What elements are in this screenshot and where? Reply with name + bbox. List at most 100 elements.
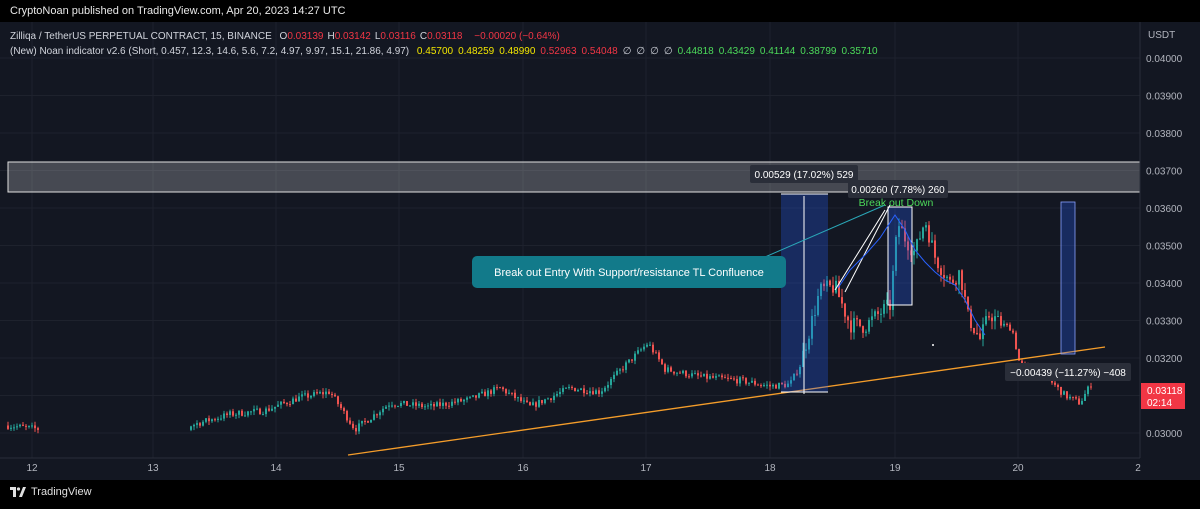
- tradingview-logo[interactable]: TradingView: [10, 486, 92, 498]
- candle-body: [415, 402, 417, 406]
- candle: [931, 232, 933, 244]
- candle: [775, 383, 777, 389]
- candle-body: [31, 425, 33, 427]
- candle-body: [715, 376, 717, 378]
- candle-body: [421, 403, 423, 408]
- measure-label-1[interactable]: 0.00529 (17.02%) 529: [750, 165, 858, 183]
- price-tick-label: 0.03300: [1146, 317, 1183, 328]
- candle: [649, 341, 651, 346]
- candle: [997, 310, 999, 318]
- candle-body: [1012, 330, 1014, 333]
- candle: [961, 269, 963, 298]
- currency-label[interactable]: USDT: [1148, 30, 1176, 41]
- candle-body: [292, 398, 294, 405]
- candle-body: [916, 239, 918, 251]
- time-tick-label: 18: [764, 463, 776, 474]
- candle-body: [418, 403, 420, 406]
- time-axis[interactable]: 12 13 14 15 16 17 18 19 20 2: [26, 463, 1141, 474]
- candle: [301, 390, 303, 401]
- candle: [502, 386, 504, 392]
- candle: [760, 383, 762, 388]
- candle: [940, 265, 942, 282]
- candle-body: [436, 402, 438, 407]
- candle: [193, 423, 195, 431]
- candle: [610, 376, 612, 389]
- candle: [919, 231, 921, 241]
- candle-body: [592, 391, 594, 395]
- measure-box-3[interactable]: [1060, 201, 1076, 355]
- candle-body: [274, 406, 276, 409]
- candle-body: [634, 353, 636, 361]
- candle: [682, 369, 684, 375]
- candle: [586, 390, 588, 395]
- indicator-legend[interactable]: (New) Noan indicator v2.6 (Short, 0.457,…: [10, 46, 888, 57]
- price-change: −0.00020 (−0.64%): [474, 31, 560, 42]
- candle-body: [823, 283, 825, 287]
- candle: [904, 220, 906, 248]
- candle: [364, 417, 366, 425]
- candle: [925, 222, 927, 232]
- candle: [928, 221, 930, 247]
- candle-body: [694, 373, 696, 375]
- candle: [532, 398, 534, 406]
- candle: [250, 410, 252, 416]
- measure-label-2[interactable]: 0.00260 (7.78%) 260: [848, 180, 948, 198]
- callout-note[interactable]: Break out Entry With Support/resistance …: [472, 256, 786, 288]
- candle-body: [1063, 391, 1065, 395]
- time-tick-label: 20: [1012, 463, 1024, 474]
- candle-body: [997, 316, 999, 318]
- candle-body: [259, 408, 261, 415]
- candle: [613, 371, 615, 383]
- candle-body: [310, 395, 312, 398]
- candle: [814, 305, 816, 327]
- candle: [331, 391, 333, 398]
- candle-body: [226, 413, 228, 415]
- candle-body: [985, 316, 987, 325]
- price-tick-label: 0.03400: [1146, 279, 1183, 290]
- candle-body: [928, 225, 930, 243]
- candle: [718, 374, 720, 377]
- candle: [973, 327, 975, 335]
- candle: [943, 265, 945, 287]
- candle: [868, 317, 870, 335]
- candle-body: [400, 403, 402, 406]
- grid: [0, 22, 1140, 458]
- symbol-title[interactable]: Zilliqa / TetherUS PERPETUAL CONTRACT, 1…: [10, 31, 272, 42]
- candle-body: [316, 392, 318, 394]
- time-tick-label: 17: [640, 463, 652, 474]
- indicator-title[interactable]: (New) Noan indicator v2.6 (Short, 0.457,…: [10, 46, 410, 57]
- candle: [1015, 330, 1017, 350]
- candle: [898, 218, 900, 245]
- candle-body: [211, 419, 213, 422]
- candle-body: [829, 280, 831, 286]
- footer-bar: TradingView: [0, 480, 1200, 509]
- candle: [751, 377, 753, 383]
- candle-body: [820, 283, 822, 297]
- candle-body: [496, 387, 498, 389]
- price-chart[interactable]: 0.00529 (17.02%) 529 0.00260 (7.78%) 260 −…: [0, 0, 1200, 480]
- candle-body: [256, 408, 258, 410]
- candle-body: [628, 359, 630, 363]
- candle: [754, 378, 756, 387]
- candle: [202, 420, 204, 427]
- candle: [1063, 390, 1065, 395]
- candle-body: [958, 270, 960, 285]
- candle-body: [631, 359, 633, 361]
- candle: [937, 256, 939, 273]
- measure-label-3[interactable]: −0.00439 (−11.27%) −408: [1005, 363, 1131, 381]
- resistance-zone[interactable]: [7, 161, 1141, 193]
- candle-body: [727, 377, 729, 379]
- candle: [910, 240, 912, 262]
- candle: [793, 373, 795, 381]
- candle: [430, 400, 432, 410]
- candle: [856, 315, 858, 327]
- candle-body: [289, 404, 291, 406]
- candle-body: [301, 394, 303, 397]
- candle: [784, 380, 786, 389]
- candle: [1081, 398, 1083, 405]
- symbol-legend[interactable]: Zilliqa / TetherUS PERPETUAL CONTRACT, 1…: [10, 31, 565, 42]
- candle-body: [220, 418, 222, 420]
- candle-body: [739, 377, 741, 384]
- candle: [226, 411, 228, 418]
- support-trendline[interactable]: [347, 346, 1106, 456]
